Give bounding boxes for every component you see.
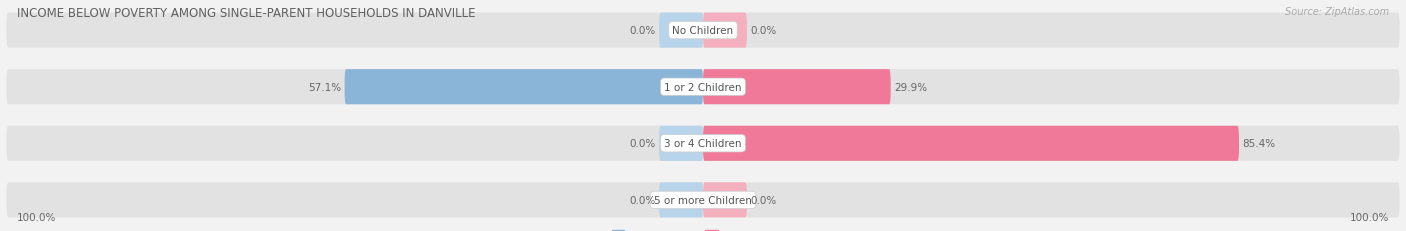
FancyBboxPatch shape xyxy=(6,70,1400,105)
FancyBboxPatch shape xyxy=(703,126,1239,161)
Text: 85.4%: 85.4% xyxy=(1241,139,1275,149)
FancyBboxPatch shape xyxy=(6,14,1400,49)
Text: 100.0%: 100.0% xyxy=(17,212,56,222)
FancyBboxPatch shape xyxy=(703,182,747,217)
FancyBboxPatch shape xyxy=(6,126,1400,161)
Text: 0.0%: 0.0% xyxy=(749,195,776,205)
Text: 3 or 4 Children: 3 or 4 Children xyxy=(664,139,742,149)
Text: 0.0%: 0.0% xyxy=(749,26,776,36)
Text: 5 or more Children: 5 or more Children xyxy=(654,195,752,205)
Text: 57.1%: 57.1% xyxy=(308,82,342,92)
FancyBboxPatch shape xyxy=(659,14,703,49)
FancyBboxPatch shape xyxy=(659,126,703,161)
FancyBboxPatch shape xyxy=(659,182,703,217)
FancyBboxPatch shape xyxy=(344,70,703,105)
Legend: Single Father, Single Mother: Single Father, Single Mother xyxy=(607,226,799,231)
FancyBboxPatch shape xyxy=(6,182,1400,217)
Text: 1 or 2 Children: 1 or 2 Children xyxy=(664,82,742,92)
Text: 0.0%: 0.0% xyxy=(630,139,657,149)
Text: No Children: No Children xyxy=(672,26,734,36)
Text: 29.9%: 29.9% xyxy=(894,82,927,92)
Text: 0.0%: 0.0% xyxy=(630,195,657,205)
Text: 100.0%: 100.0% xyxy=(1350,212,1389,222)
Text: INCOME BELOW POVERTY AMONG SINGLE-PARENT HOUSEHOLDS IN DANVILLE: INCOME BELOW POVERTY AMONG SINGLE-PARENT… xyxy=(17,7,475,20)
FancyBboxPatch shape xyxy=(703,14,747,49)
FancyBboxPatch shape xyxy=(703,70,890,105)
Text: 0.0%: 0.0% xyxy=(630,26,657,36)
Text: Source: ZipAtlas.com: Source: ZipAtlas.com xyxy=(1285,7,1389,17)
